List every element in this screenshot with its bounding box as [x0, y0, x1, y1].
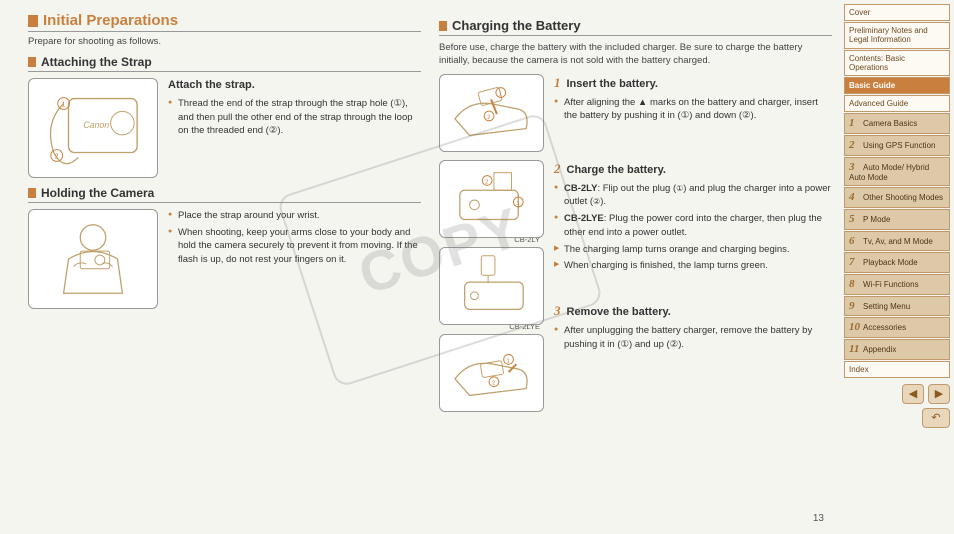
svg-text:2: 2	[485, 179, 488, 185]
nav-ch9[interactable]: 9Setting Menu	[844, 296, 950, 317]
holding-illustration	[28, 209, 158, 309]
svg-text:1: 1	[507, 358, 510, 364]
step3-num: 3	[554, 303, 561, 318]
holding-b2: When shooting, keep your arms close to y…	[168, 226, 421, 267]
nav-ch8[interactable]: 8Wi-Fi Functions	[844, 274, 950, 295]
step2-title: Charge the battery.	[567, 164, 666, 176]
holding-heading: Holding the Camera	[28, 186, 421, 203]
strap-heading: Attaching the Strap	[28, 55, 421, 72]
step2-a1: The charging lamp turns orange and charg…	[554, 243, 832, 257]
svg-text:2: 2	[55, 153, 59, 160]
left-column: Initial Preparations Prepare for shootin…	[28, 12, 421, 524]
step1-num: 1	[554, 75, 561, 90]
prev-page-button[interactable]: ◀	[902, 384, 924, 404]
svg-text:2: 2	[492, 380, 495, 386]
step1-b1: After aligning the ▲ marks on the batter…	[554, 96, 832, 124]
nav-ch10[interactable]: 10Accessories	[844, 317, 950, 338]
svg-text:Canon: Canon	[83, 120, 109, 130]
remove-battery-illustration: 12	[439, 334, 544, 412]
page-number: 13	[813, 513, 824, 524]
step1-title: Insert the battery.	[567, 78, 659, 90]
nav-basic-guide[interactable]: Basic Guide	[844, 77, 950, 94]
nav-advanced-guide[interactable]: Advanced Guide	[844, 95, 950, 112]
nav-ch1[interactable]: 1Camera Basics	[844, 113, 950, 134]
insert-battery-illustration: 12	[439, 74, 544, 152]
charging-intro: Before use, charge the battery with the …	[439, 42, 832, 68]
nav-ch3[interactable]: 3Auto Mode/ Hybrid Auto Mode	[844, 157, 950, 187]
step2-b1: CB-2LY: Flip out the plug (①) and plug t…	[554, 182, 832, 210]
strap-bullet: Thread the end of the strap through the …	[168, 97, 421, 138]
nav-ch11[interactable]: 11Appendix	[844, 339, 950, 360]
main-title: Initial Preparations	[28, 12, 421, 32]
nav-prelim[interactable]: Preliminary Notes and Legal Information	[844, 22, 950, 48]
next-page-button[interactable]: ▶	[928, 384, 950, 404]
nav-ch4[interactable]: 4Other Shooting Modes	[844, 187, 950, 208]
charge-illustration-2	[439, 247, 544, 325]
intro-text: Prepare for shooting as follows.	[28, 36, 421, 49]
right-column: Charging the Battery Before use, charge …	[439, 12, 832, 524]
step2-a2: When charging is finished, the lamp turn…	[554, 259, 832, 273]
nav-cover[interactable]: Cover	[844, 4, 950, 21]
strap-illustration: Canon 1 2	[28, 78, 158, 178]
svg-text:2: 2	[487, 114, 490, 120]
holding-b1: Place the strap around your wrist.	[168, 209, 421, 223]
nav-ch7[interactable]: 7Playback Mode	[844, 252, 950, 273]
strap-step-title: Attach the strap.	[168, 78, 421, 94]
svg-text:1: 1	[62, 101, 66, 108]
nav-index[interactable]: Index	[844, 361, 950, 378]
nav-contents[interactable]: Contents: Basic Operations	[844, 50, 950, 76]
nav-ch2[interactable]: 2Using GPS Function	[844, 135, 950, 156]
step3-title: Remove the battery.	[567, 306, 671, 318]
svg-text:1: 1	[516, 200, 519, 206]
charge-illustration-1: 21	[439, 160, 544, 238]
return-button[interactable]: ↶	[922, 408, 950, 428]
charging-heading: Charging the Battery	[439, 18, 832, 36]
nav-ch6[interactable]: 6Tv, Av, and M Mode	[844, 231, 950, 252]
svg-text:1: 1	[499, 91, 502, 97]
nav-ch5[interactable]: 5P Mode	[844, 209, 950, 230]
step2-b2: CB-2LYE: Plug the power cord into the ch…	[554, 212, 832, 240]
step3-b1: After unplugging the battery charger, re…	[554, 324, 832, 352]
step2-num: 2	[554, 161, 561, 176]
sidebar-nav: Cover Preliminary Notes and Legal Inform…	[842, 0, 954, 534]
